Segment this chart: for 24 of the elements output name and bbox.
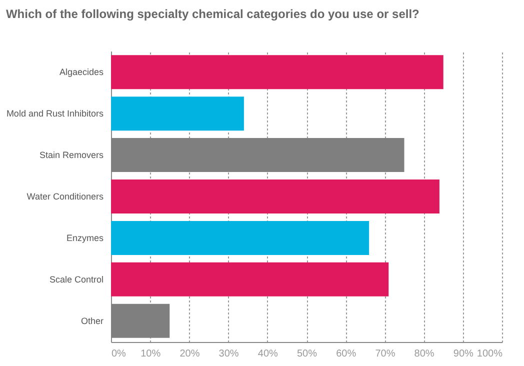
x-tick-label: 90% (453, 348, 474, 360)
x-tick-label: 0% (112, 348, 126, 360)
bar (111, 262, 389, 296)
y-tick-label: Other (80, 316, 104, 326)
x-tick-label: 30% (218, 348, 239, 360)
x-tick-label: 70% (375, 348, 396, 360)
x-tick-label: 80% (414, 348, 434, 360)
y-tick-label: Algaecides (59, 67, 104, 78)
y-tick-label: Scale Control (49, 274, 104, 284)
bar (111, 180, 440, 214)
y-tick-label: Water Conditioners (26, 192, 104, 202)
bar (111, 96, 244, 131)
y-tick-label: Enzymes (66, 232, 104, 243)
chart-title: Which of the following specialty chemical categories do you use or sell? (6, 7, 420, 21)
y-tick-label: Stain Removers (39, 150, 104, 160)
bar (111, 55, 444, 90)
x-tick-label: 40% (258, 348, 278, 360)
x-tick-label: 50% (296, 348, 318, 360)
x-tick-label: 60% (336, 348, 356, 360)
bar (111, 220, 370, 255)
x-tick-label: 100% (476, 348, 503, 360)
y-tick-label: Mold and Rust Inhibitors (6, 108, 104, 119)
x-tick-label: 10% (140, 348, 161, 360)
x-tick-label: 20% (180, 348, 200, 360)
